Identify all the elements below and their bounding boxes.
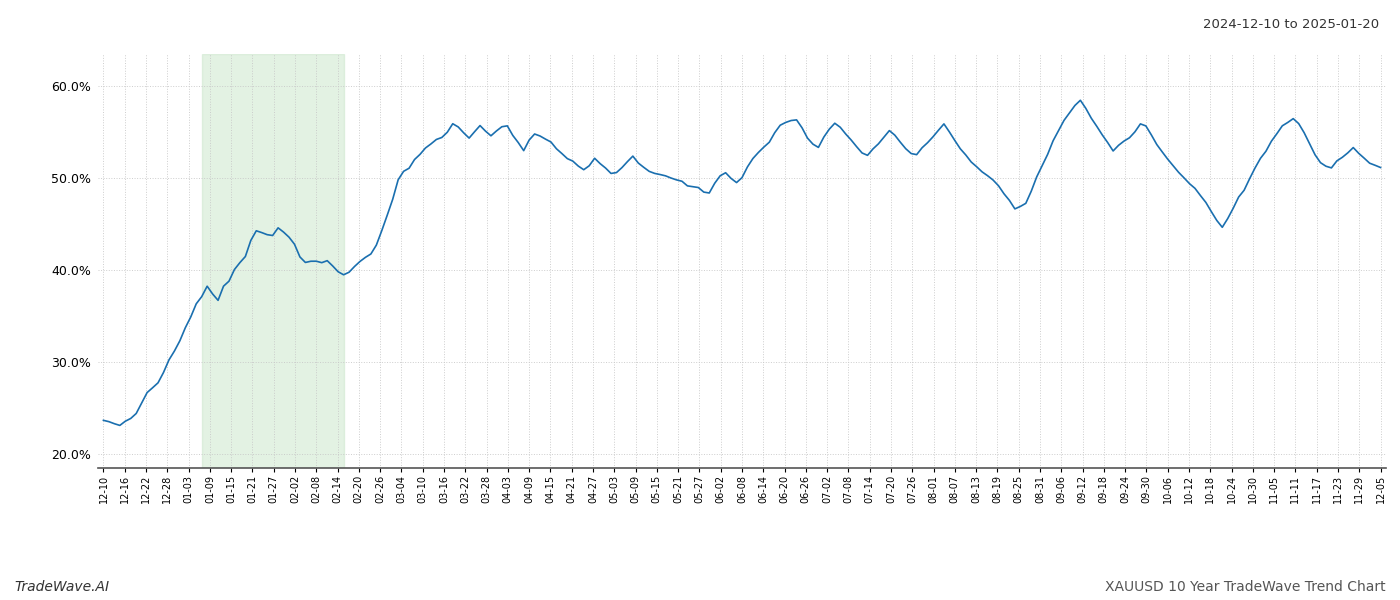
Text: XAUUSD 10 Year TradeWave Trend Chart: XAUUSD 10 Year TradeWave Trend Chart bbox=[1106, 580, 1386, 594]
Text: 2024-12-10 to 2025-01-20: 2024-12-10 to 2025-01-20 bbox=[1203, 18, 1379, 31]
Bar bbox=[202, 54, 343, 468]
Text: TradeWave.AI: TradeWave.AI bbox=[14, 580, 109, 594]
